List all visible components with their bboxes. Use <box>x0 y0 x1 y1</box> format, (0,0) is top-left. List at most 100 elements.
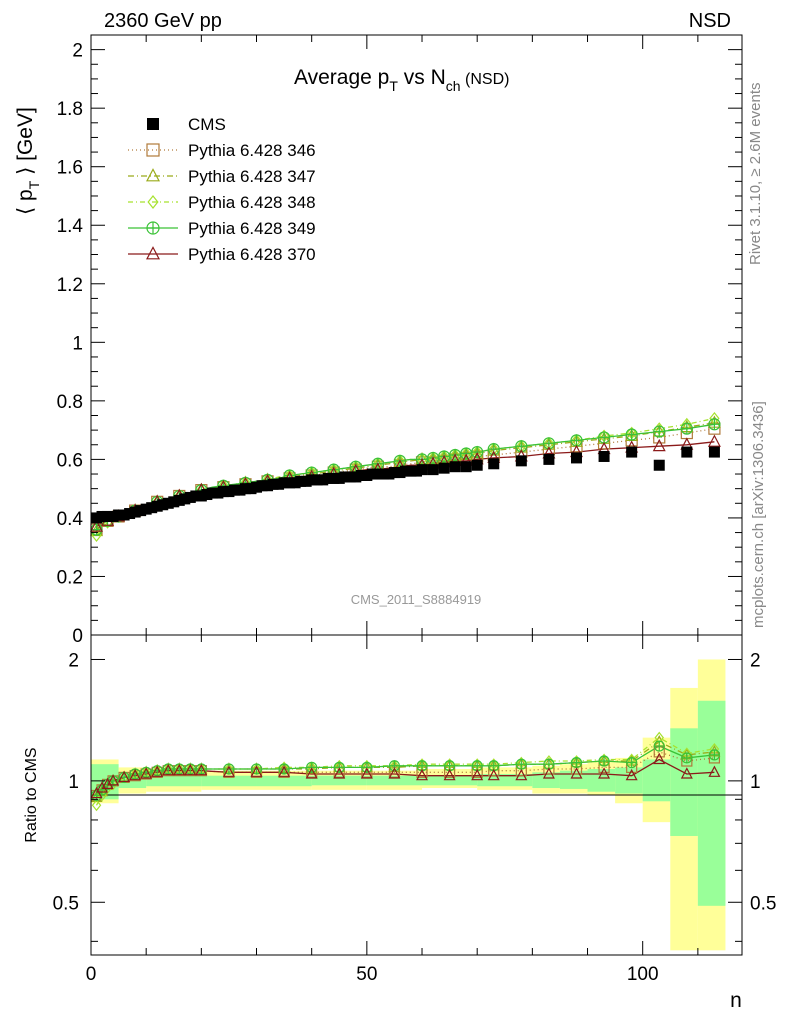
cms-data-point <box>151 500 163 512</box>
legend-marker <box>147 118 159 130</box>
ratio-y-tick-label-right: 0.5 <box>750 893 776 914</box>
main-y-tick-label: 1 <box>72 333 83 354</box>
ratio-series-point <box>151 765 164 777</box>
main-y-tick-label: 0.8 <box>57 392 83 413</box>
main-y-axis: 0 0.2 0.4 0.6 0.8 1 1.2 1.4 1.6 1.8 2 <box>57 41 742 647</box>
main-y-tick-label: 1.8 <box>57 99 83 120</box>
ratio-band-green <box>477 774 533 787</box>
ratio-plot-frame <box>90 634 743 956</box>
main-y-tick-label: 0.6 <box>57 450 83 471</box>
main-y-tick-label: 0.2 <box>57 567 83 588</box>
legend-label: Pythia 6.428 370 <box>188 245 316 264</box>
ratio-series-point <box>388 767 401 779</box>
main-x-axis <box>90 35 699 635</box>
ratio-series-point <box>570 757 583 769</box>
ratio-y-axis: 0.5 0.5 1 1 2 2 <box>53 650 776 942</box>
legend-marker <box>146 221 160 235</box>
cms-data-point <box>708 446 720 458</box>
main-y-tick-label: 0.4 <box>57 509 84 530</box>
cms-data-point <box>206 487 218 499</box>
ratio-series-point <box>708 765 721 777</box>
cms-data-point <box>267 478 279 490</box>
ratio-series-point <box>129 768 142 781</box>
cms-data-point <box>289 477 301 489</box>
ratio-series-point <box>173 763 186 776</box>
cms-data-point <box>366 468 378 480</box>
legend-marker <box>147 195 159 209</box>
ratio-series-point <box>278 765 291 777</box>
cms-data-point <box>383 468 395 480</box>
ratio-panel: 0.5 0.5 1 1 2 2 0 50 100 Ratio to CMS n <box>23 634 776 1012</box>
legend-label: Pythia 6.428 347 <box>188 167 316 186</box>
ratio-series-point <box>162 763 175 776</box>
ratio-y-tick-label: 0.5 <box>53 893 79 914</box>
main-series-point <box>597 431 611 444</box>
ratio-series-point <box>222 765 235 777</box>
cms-data-point <box>427 464 439 476</box>
cms-data-point <box>140 503 152 515</box>
cms-data-point <box>96 510 108 522</box>
ratio-band-green <box>422 775 478 786</box>
ratio-series-point <box>108 778 118 791</box>
cms-data-point <box>239 483 251 495</box>
cms-data-point <box>394 467 406 479</box>
cms-data-point <box>344 471 356 483</box>
ratio-band-green <box>146 775 202 787</box>
cms-data-point <box>411 465 422 477</box>
ratio-series-point <box>681 752 693 764</box>
legend-label: Pythia 6.428 349 <box>188 219 316 238</box>
legend: CMS Pythia 6.428 346 Pythia 6.428 347 Pythi… <box>128 115 316 264</box>
cms-data-point <box>460 461 472 473</box>
ratio-band-green <box>670 728 698 836</box>
cms-data-point <box>598 450 610 462</box>
ratio-band-green <box>311 775 367 786</box>
cms-data-point <box>438 462 450 474</box>
ratio-series-point <box>195 763 208 776</box>
cms-data-point <box>273 478 285 490</box>
ratio-x-axis: 0 50 100 <box>86 635 699 985</box>
main-y-tick-label: 1.2 <box>57 275 83 296</box>
ratio-series-point <box>91 799 102 812</box>
ratio-x-tick-label: 0 <box>86 964 97 985</box>
cms-data-point <box>146 502 158 514</box>
ratio-series-point <box>118 770 131 783</box>
header-left: 2360 GeV pp <box>104 10 222 32</box>
ratio-series-point <box>708 749 721 761</box>
cms-data-point <box>295 475 307 487</box>
cms-data-point <box>284 477 296 489</box>
cms-data-point <box>339 471 351 483</box>
cms-data-point <box>179 493 191 505</box>
ratio-series-point <box>96 781 109 793</box>
main-series-line <box>96 422 715 532</box>
ratio-series-point <box>653 740 665 752</box>
cms-data-point <box>113 509 125 521</box>
cms-data-point <box>118 509 130 521</box>
main-series-point <box>625 428 638 441</box>
cms-data-point <box>162 497 174 509</box>
cms-data-point <box>256 480 268 492</box>
ratio-band-green <box>366 775 423 786</box>
cms-data-point <box>278 477 290 489</box>
cms-data-point <box>228 484 240 496</box>
main-series-point <box>707 434 721 447</box>
main-panel: 00.20.40.60.811.21.41.61.82 Average pT v… <box>14 34 743 647</box>
ratio-band-green <box>201 775 257 787</box>
cms-data-point <box>184 491 196 503</box>
ratio-series-point <box>333 767 346 779</box>
ratio-band-green <box>697 700 726 906</box>
ratio-series-point <box>360 767 373 779</box>
ratio-series-point <box>107 774 120 786</box>
cms-data-point <box>157 499 169 511</box>
cms-data-point <box>201 489 213 501</box>
ratio-series-point <box>101 777 114 790</box>
rivet-label: Rivet 3.1.10, ≥ 2.6M events <box>747 83 764 266</box>
cms-data-point <box>626 446 638 458</box>
ratio-series-point <box>305 767 318 779</box>
cms-data-point <box>173 494 185 506</box>
cms-data-point <box>488 458 500 470</box>
ratio-y-tick-label: 1 <box>68 772 79 793</box>
cms-data-point <box>317 474 329 486</box>
cms-data-point <box>543 453 555 465</box>
ratio-series-point <box>90 786 103 799</box>
